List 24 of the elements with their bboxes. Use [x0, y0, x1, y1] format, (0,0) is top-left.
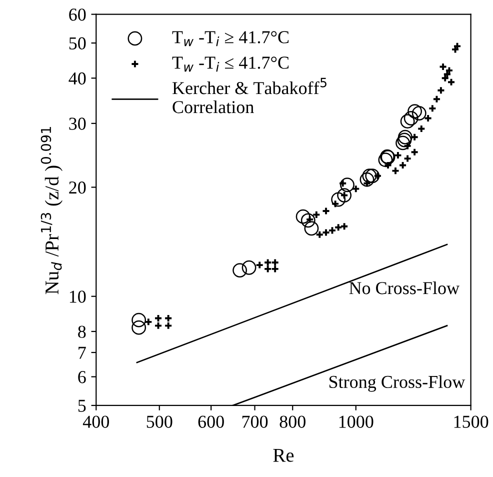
y-tick-label: 50: [69, 37, 86, 50]
y-tick-label: 30: [69, 118, 86, 130]
x-tick-label: 1500: [454, 416, 488, 428]
y-tick-label: 5: [78, 400, 86, 412]
x-tick-label: 700: [242, 416, 268, 428]
y-tick-label: 7: [78, 346, 86, 359]
y-tick-label: 10: [70, 290, 86, 303]
legend-label: T$_{w}$ -T$_{i}$ ≥ 41.7°C: [172, 31, 289, 46]
text: Kercher & Tabakoff$^{5}$ Correlation: [172, 78, 326, 114]
x-tick-label: 500: [146, 416, 172, 428]
y-tick-label: 20: [69, 181, 86, 194]
y-tick-label: 6: [78, 371, 86, 384]
y-tick-label: 8: [78, 326, 86, 338]
legend-label: T$_{w}$ -T$_{i}$ ≤ 41.7°C: [172, 56, 289, 72]
y-tick-label: 60: [69, 8, 86, 21]
x-tick-label: 1000: [339, 416, 374, 428]
x-tick-label: 400: [82, 416, 109, 428]
annotation: Strong Cross-Flow: [329, 375, 466, 392]
x-tick-label: 600: [198, 416, 224, 428]
x-tick-label: 800: [280, 416, 306, 428]
x-axis-title: Re: [273, 448, 294, 462]
y-tick-label: 40: [68, 72, 86, 85]
annotation: No Cross-Flow: [349, 282, 460, 294]
y-axis-title: Nu$_{d}$ /Pr$^{1/3}$ (z/d )$^{0.091}$: [40, 127, 63, 294]
